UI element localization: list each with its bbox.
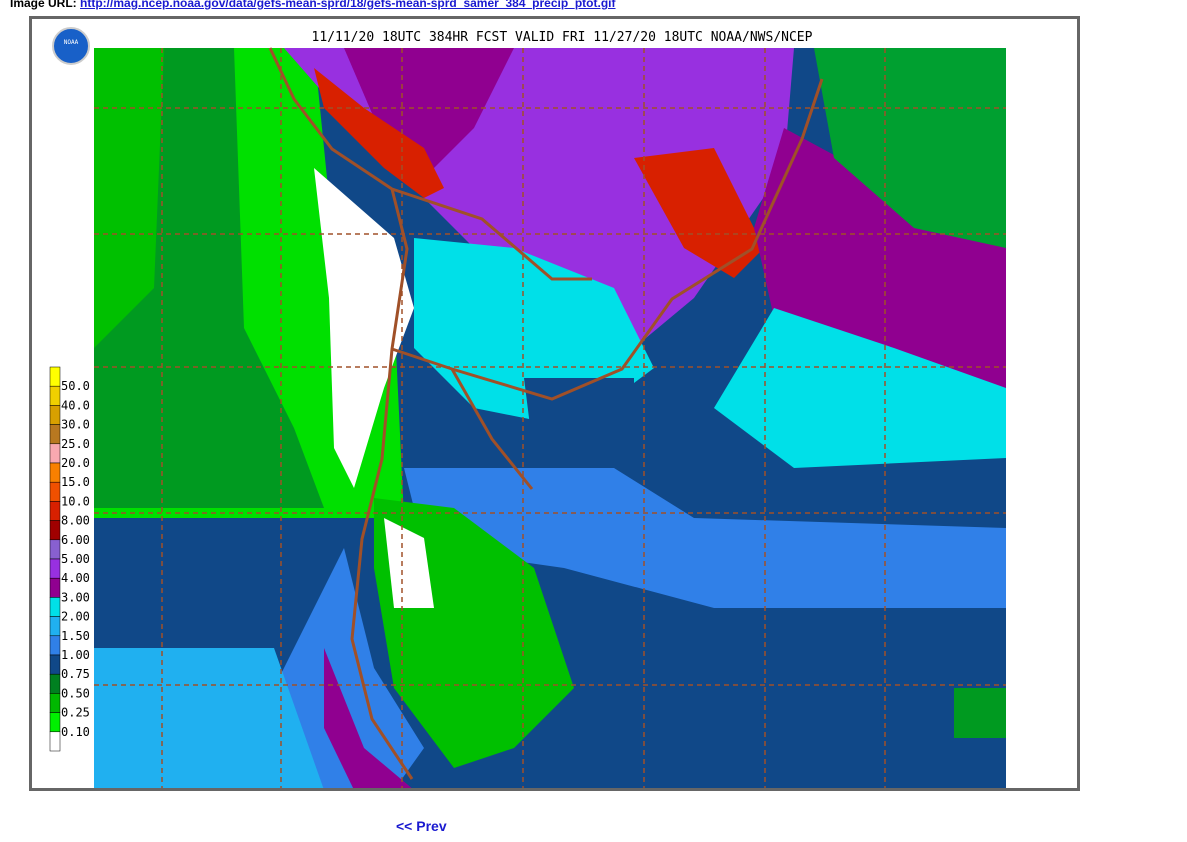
legend-label: 5.00	[61, 552, 90, 566]
legend-swatch	[49, 712, 61, 733]
legend-swatch	[49, 481, 61, 502]
legend-label: 4.00	[61, 571, 90, 585]
legend-swatch	[49, 673, 61, 694]
legend-label: 2.00	[61, 610, 90, 624]
legend-swatch	[49, 501, 61, 521]
map: 11/11/20 18UTC 384HR FCST VALID FRI 11/2…	[49, 27, 1006, 790]
legend-swatch	[49, 443, 61, 464]
image-url-bar: Image URL: http://mag.ncep.noaa.gov/data…	[10, 0, 616, 10]
legend-swatch	[49, 539, 61, 560]
legend-label: 30.0	[61, 418, 90, 432]
legend-swatch	[49, 597, 61, 617]
legend-label: 40.0	[61, 398, 90, 412]
legend-swatch	[49, 693, 61, 713]
legend-label: 1.00	[61, 648, 90, 662]
legend-label: 1.50	[61, 629, 90, 643]
map-title: 11/11/20 18UTC 384HR FCST VALID FRI 11/2…	[312, 30, 813, 45]
legend-label: 50.0	[61, 379, 90, 393]
prev-link[interactable]: << Prev	[396, 818, 447, 834]
legend: 50.0 40.0 30.0 25.0 20.0 15.0 10.0 8.00 6.00 5.00…	[49, 366, 90, 752]
legend-swatch	[49, 385, 61, 406]
map-frame: 11/11/20 18UTC 384HR FCST VALID FRI 11/2…	[29, 16, 1080, 791]
graticule	[94, 48, 1006, 790]
noaa-logo-text: NOAA	[64, 39, 79, 46]
legend-label: 25.0	[61, 437, 90, 451]
legend-label: 0.10	[61, 725, 90, 739]
legend-label: 8.00	[61, 514, 90, 528]
legend-swatch	[49, 366, 61, 387]
legend-label: 20.0	[61, 456, 90, 470]
map-field	[94, 48, 1006, 790]
legend-swatch	[49, 654, 61, 675]
legend-swatch	[49, 731, 61, 752]
legend-swatch	[49, 520, 61, 541]
legend-swatch	[49, 405, 61, 425]
legend-label: 6.00	[61, 533, 90, 547]
legend-label: 0.25	[61, 706, 90, 720]
legend-label: 0.50	[61, 686, 90, 700]
image-url-label: Image URL:	[10, 0, 77, 10]
legend-label: 3.00	[61, 590, 90, 604]
legend-swatch	[49, 558, 61, 579]
legend-swatch	[49, 462, 61, 483]
legend-label: 15.0	[61, 475, 90, 489]
legend-swatch	[49, 577, 61, 598]
coastline	[268, 47, 824, 780]
noaa-logo	[52, 27, 90, 65]
image-url-link[interactable]: http://mag.ncep.noaa.gov/data/gefs-mean-…	[80, 0, 616, 10]
legend-label: 10.0	[61, 494, 90, 508]
legend-swatch	[49, 616, 61, 637]
legend-label: 0.75	[61, 667, 90, 681]
legend-swatch	[49, 635, 61, 656]
legend-swatch	[49, 424, 61, 445]
